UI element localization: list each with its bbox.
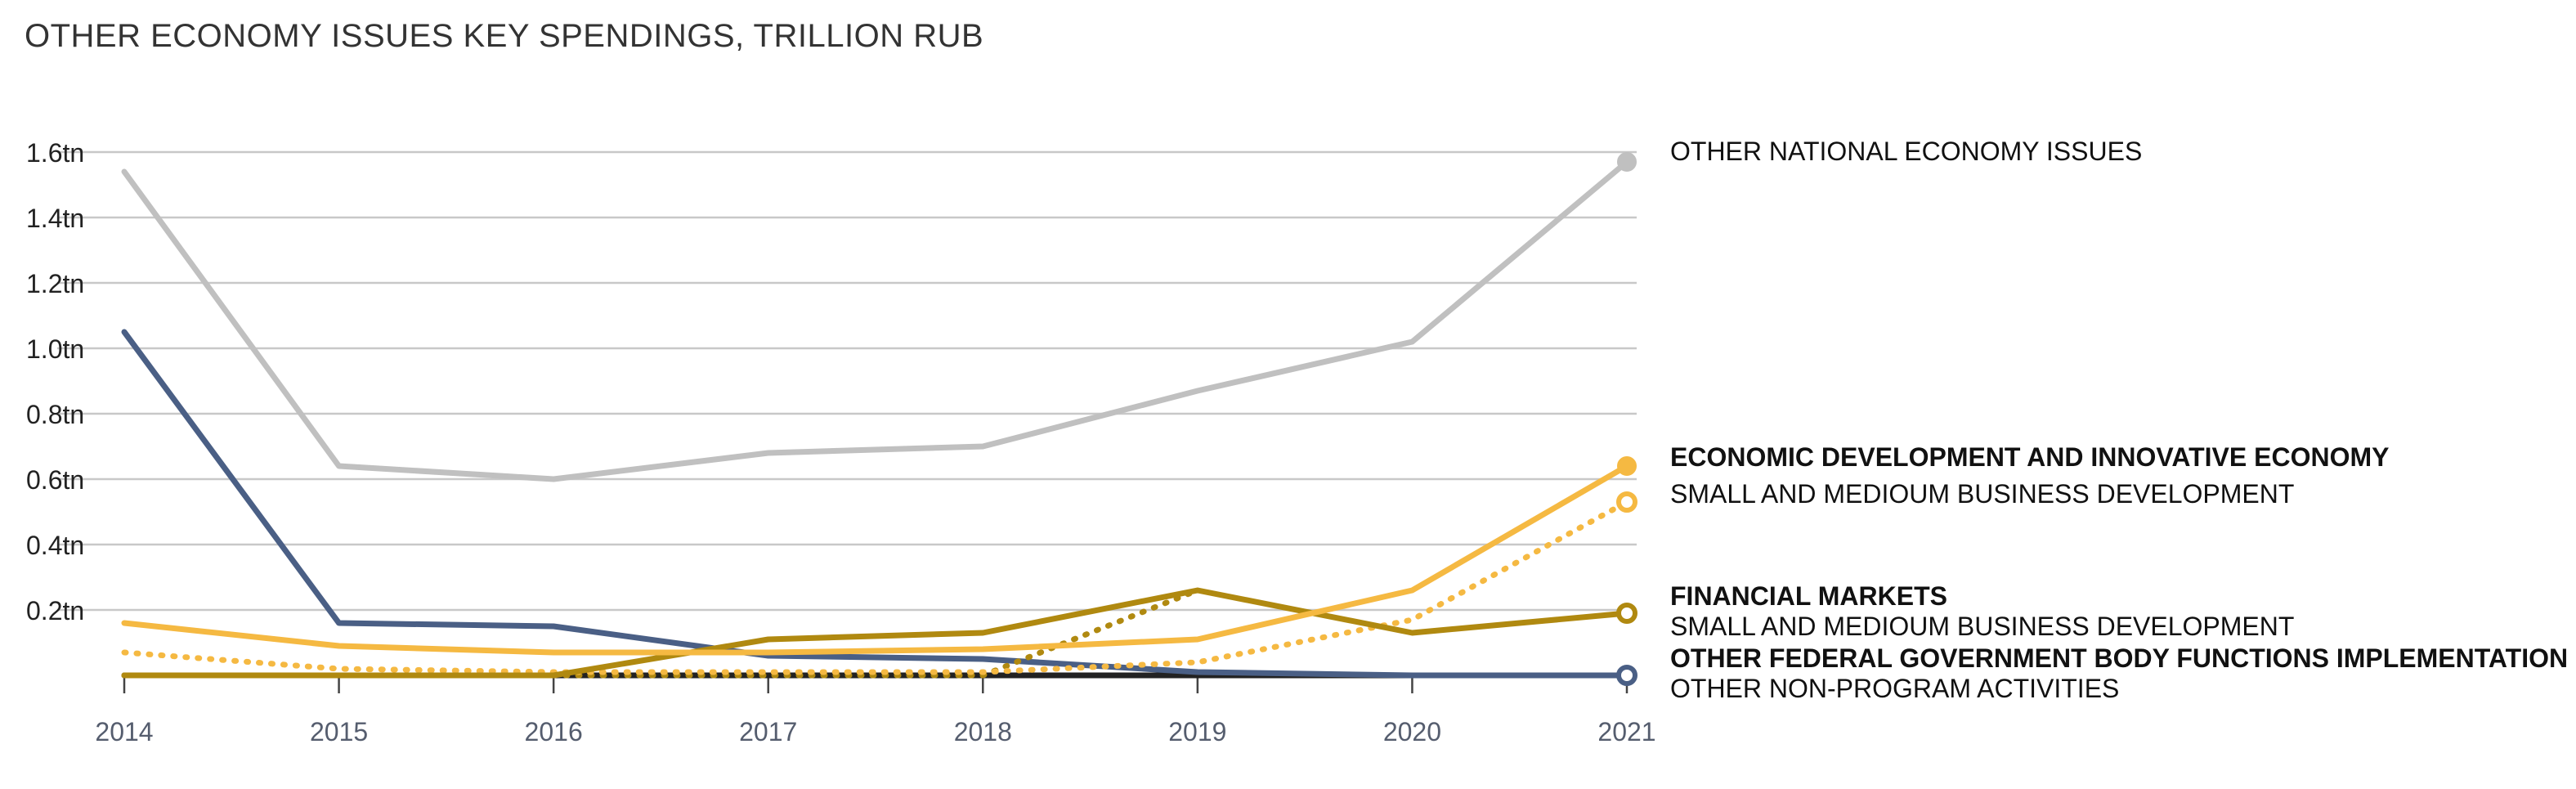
y-tick-label: 0.6tn bbox=[26, 465, 84, 495]
x-tick-label: 2014 bbox=[95, 717, 153, 746]
end-label: SMALL AND MEDIOUM BUSINESS DEVELOPMENT bbox=[1670, 479, 2294, 509]
series-markers bbox=[1616, 152, 1637, 686]
series-line-4 bbox=[121, 587, 1201, 679]
series-end-marker-3 bbox=[1616, 603, 1637, 624]
x-tick-label: 2020 bbox=[1383, 717, 1441, 746]
series-end-marker-5 bbox=[1616, 665, 1637, 686]
y-tick-label: 1.6tn bbox=[26, 138, 84, 168]
series-line-3 bbox=[121, 587, 1630, 679]
series-lines bbox=[121, 159, 1630, 679]
series-line-1 bbox=[121, 463, 1630, 656]
y-axis-ticks: 0.2tn 0.4tn 0.6tn 0.8tn 1.0tn 1.2tn 1.4tn 1.6tn bbox=[26, 138, 84, 625]
end-label: OTHER FEDERAL GOVERNMENT BODY FUNCTIONS … bbox=[1670, 643, 2568, 673]
end-label: OTHER NON-PROGRAM ACTIVITIES bbox=[1670, 674, 2119, 703]
x-tick-label: 2017 bbox=[739, 717, 797, 746]
series-line-2 bbox=[121, 499, 1630, 675]
end-label: FINANCIAL MARKETS bbox=[1670, 581, 1947, 611]
series-end-marker-1 bbox=[1617, 456, 1637, 476]
x-tick-label: 2016 bbox=[525, 717, 583, 746]
x-tick-label: 2021 bbox=[1597, 717, 1655, 746]
y-tick-label: 1.0tn bbox=[26, 334, 84, 364]
y-tick-label: 0.8tn bbox=[26, 400, 84, 429]
series-line-5 bbox=[121, 329, 1630, 679]
x-tick-label: 2019 bbox=[1168, 717, 1226, 746]
series-end-marker-2 bbox=[1616, 491, 1637, 513]
end-label: SMALL AND MEDIOUM BUSINESS DEVELOPMENT bbox=[1670, 612, 2294, 641]
x-axis: 2014 2015 2016 2017 2018 2019 2020 2021 bbox=[95, 674, 1656, 746]
series-end-marker-0 bbox=[1617, 152, 1637, 172]
x-tick-label: 2015 bbox=[310, 717, 368, 746]
end-labels: OTHER NATIONAL ECONOMY ISSUES ECONOMIC DE… bbox=[1670, 137, 2568, 703]
series-line-0 bbox=[121, 159, 1630, 482]
y-tick-label: 1.4tn bbox=[26, 204, 84, 233]
grid-lines bbox=[57, 150, 1637, 612]
y-tick-label: 1.2tn bbox=[26, 269, 84, 298]
y-tick-label: 0.4tn bbox=[26, 531, 84, 560]
y-tick-label: 0.2tn bbox=[26, 596, 84, 625]
chart-title: OTHER ECONOMY ISSUES KEY SPENDINGS, TRIL… bbox=[25, 18, 984, 54]
x-tick-label: 2018 bbox=[954, 717, 1012, 746]
end-label: ECONOMIC DEVELOPMENT AND INNOVATIVE ECON… bbox=[1670, 442, 2389, 472]
end-label: OTHER NATIONAL ECONOMY ISSUES bbox=[1670, 137, 2142, 166]
